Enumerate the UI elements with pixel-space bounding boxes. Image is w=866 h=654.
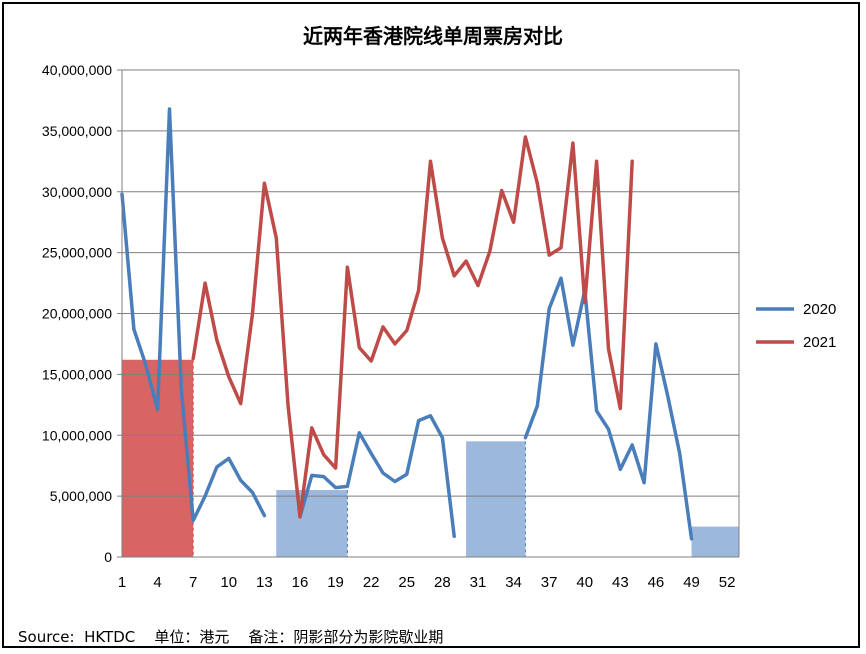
x-tick-label: 25 [398, 574, 415, 591]
y-tick-label: 5,000,000 [50, 488, 112, 504]
x-tick-label: 7 [189, 574, 197, 591]
x-tick-label: 46 [648, 574, 665, 591]
footer-note: 备注：阴影部分为影院歇业期 [248, 628, 444, 646]
x-tick-label: 10 [220, 574, 237, 591]
shaded-region-2020-1 [276, 490, 348, 557]
y-tick-label: 25,000,000 [42, 245, 112, 261]
chart-title: 近两年香港院线单周票房对比 [303, 24, 563, 48]
series-2020-line-2 [523, 276, 694, 541]
x-tick-label: 19 [327, 574, 344, 591]
x-tick-label: 22 [363, 574, 380, 591]
shaded-region-2020-3 [691, 526, 739, 557]
x-tick-label: 43 [612, 574, 629, 591]
x-tick-label: 34 [505, 574, 522, 591]
y-tick-label: 15,000,000 [42, 366, 112, 382]
x-tick-label: 4 [153, 574, 161, 591]
y-tick-label: 0 [104, 549, 112, 565]
y-tick-label: 40,000,000 [42, 62, 112, 78]
x-tick-label: 40 [576, 574, 593, 591]
series-2020-line-1 [298, 414, 456, 539]
legend: 2020 2021 [756, 301, 836, 351]
x-tick-label: 16 [292, 574, 309, 591]
x-tick-label: 28 [434, 574, 451, 591]
y-tick-label: 30,000,000 [42, 184, 112, 200]
legend-label-2021: 2021 [803, 334, 836, 351]
legend-label-2020: 2020 [803, 301, 836, 318]
y-tick-label: 35,000,000 [42, 123, 112, 139]
y-tick-label: 10,000,000 [42, 427, 112, 443]
series-lines [120, 107, 694, 541]
footer-source: Source: HKTDC [18, 628, 136, 646]
x-tick-label: 31 [470, 574, 487, 591]
x-tick-label: 37 [541, 574, 558, 591]
shaded-region-2020-2 [466, 441, 526, 557]
x-tick-label: 52 [719, 574, 736, 591]
y-tick-label: 20,000,000 [42, 306, 112, 322]
x-tick-label: 1 [118, 574, 126, 591]
footer: Source: HKTDC 单位：港元 备注：阴影部分为影院歇业期 [18, 626, 443, 647]
x-tick-label: 13 [256, 574, 273, 591]
y-tick-labels: 0 5,000,000 10,000,000 15,000,000 20,000,000… [42, 62, 112, 565]
series-2020-line-0 [120, 107, 267, 523]
footer-unit: 单位：港元 [154, 628, 230, 646]
x-tick-label: 49 [683, 574, 700, 591]
x-tick-labels: 1 4 7 10 13 16 19 22 25 28 31 34 37 40 43 46 49 52 [118, 574, 736, 591]
series-2021-line-0 [191, 135, 634, 519]
axes [117, 69, 740, 558]
gridlines [122, 69, 739, 497]
